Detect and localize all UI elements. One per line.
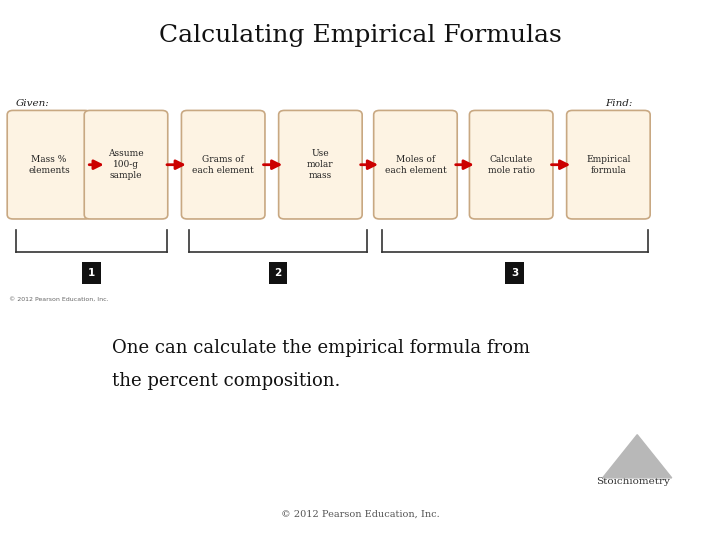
FancyBboxPatch shape <box>469 111 553 219</box>
FancyBboxPatch shape <box>567 111 650 219</box>
Text: Empirical
formula: Empirical formula <box>586 154 631 175</box>
FancyBboxPatch shape <box>505 262 524 285</box>
FancyBboxPatch shape <box>82 262 101 285</box>
FancyBboxPatch shape <box>84 111 168 219</box>
Text: Calculating Empirical Formulas: Calculating Empirical Formulas <box>158 24 562 46</box>
Text: the percent composition.: the percent composition. <box>112 372 340 390</box>
FancyBboxPatch shape <box>374 111 457 219</box>
Text: Stoichiometry: Stoichiometry <box>595 477 670 486</box>
Text: © 2012 Pearson Education, Inc.: © 2012 Pearson Education, Inc. <box>281 510 439 518</box>
FancyBboxPatch shape <box>279 111 362 219</box>
Text: 3: 3 <box>511 268 518 278</box>
Text: One can calculate the empirical formula from: One can calculate the empirical formula … <box>112 339 530 357</box>
Text: Find:: Find: <box>605 99 632 108</box>
Text: Moles of
each element: Moles of each element <box>384 154 446 175</box>
FancyBboxPatch shape <box>181 111 265 219</box>
Text: Calculate
mole ratio: Calculate mole ratio <box>487 154 535 175</box>
Text: Given:: Given: <box>16 99 50 108</box>
Text: Assume
100-g
sample: Assume 100-g sample <box>108 149 144 180</box>
Text: © 2012 Pearson Education, Inc.: © 2012 Pearson Education, Inc. <box>9 297 109 302</box>
Polygon shape <box>603 435 672 478</box>
Text: Use
molar
mass: Use molar mass <box>307 149 333 180</box>
Text: Grams of
each element: Grams of each element <box>192 154 254 175</box>
FancyBboxPatch shape <box>269 262 287 285</box>
Text: Mass %
elements: Mass % elements <box>28 154 70 175</box>
Text: 1: 1 <box>88 268 95 278</box>
FancyBboxPatch shape <box>7 111 91 219</box>
Text: 2: 2 <box>274 268 282 278</box>
